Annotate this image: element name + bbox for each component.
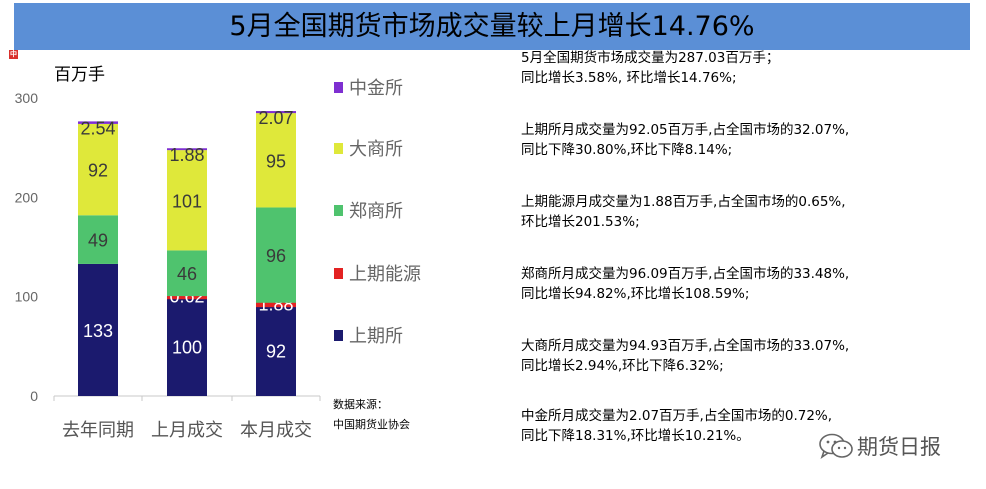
bar-segment [256, 111, 296, 114]
data-label: 2.07 [258, 108, 293, 128]
note-cffex: 中金所月成交量为2.07百万手,占全国市场的0.72%, 同比下降18.31%,… [521, 406, 832, 446]
y-tick-label: 0 [30, 388, 38, 404]
data-label: 96 [266, 246, 286, 266]
note-line: 同比下降18.31%,环比增长10.21%。 [521, 428, 750, 444]
bar-segment [256, 302, 296, 308]
note-line: 同比下降30.80%,环比下降8.14%; [521, 142, 733, 158]
bar-segment [256, 207, 296, 303]
note-ine: 上期能源月成交量为1.88百万手,占全国市场的0.65%, 环比增长201.53… [521, 192, 846, 232]
bar-segment [78, 263, 118, 396]
note-shfe: 上期所月成交量为92.05百万手,占全国市场的32.07%, 同比下降30.80… [521, 120, 849, 160]
note-total: 5月全国期货市场成交量为287.03百万手； 同比增长3.58%, 环比增长14… [521, 48, 779, 88]
wechat-icon [819, 433, 853, 459]
y-tick-label: 300 [15, 90, 39, 106]
note-line: 5月全国期货市场成交量为287.03百万手； [521, 50, 780, 66]
note-line: 郑商所月成交量为96.09百万手,占全国市场的33.48%, [521, 266, 850, 282]
title-banner: 5月全国期货市场成交量较上月增长14.76% [14, 3, 970, 50]
legend-swatch [334, 330, 343, 341]
stacked-bar-chart: 0100200300百万手13349922.54去年同期1000.6246101… [15, 65, 421, 440]
note-line: 环比增长201.53%; [521, 214, 640, 230]
x-tick-label: 上月成交 [151, 420, 223, 440]
watermark-text: 期货日报 [857, 435, 941, 459]
note-dce: 大商所月成交量为94.93百万手,占全国市场的33.07%, 同比增长2.94%… [521, 336, 849, 376]
legend-swatch [334, 268, 343, 279]
bar-segment [256, 304, 296, 396]
data-label: 49 [88, 231, 108, 251]
data-label: 46 [177, 264, 197, 284]
data-label: 92 [88, 161, 108, 181]
y-tick-label: 200 [15, 189, 39, 205]
bar-segment [78, 121, 118, 124]
x-tick-label: 本月成交 [240, 420, 312, 440]
legend-swatch [334, 143, 343, 154]
data-label: 100 [172, 337, 202, 357]
page-title: 5月全国期货市场成交量较上月增长14.76% [229, 11, 755, 42]
bar-segment [167, 150, 207, 251]
note-line: 同比增长94.82%,环比增长108.59%; [521, 286, 750, 302]
bar-segment [167, 296, 207, 396]
data-label: 95 [266, 151, 286, 171]
bar-segment [167, 148, 207, 151]
y-unit-label: 百万手 [54, 65, 105, 84]
brand-logo-icon: 中 [9, 50, 18, 59]
legend-label: 上期所 [349, 326, 403, 346]
watermark: 期货日报 [818, 431, 941, 461]
note-line: 上期能源月成交量为1.88百万手,占全国市场的0.65%, [521, 194, 846, 210]
bar-segment [78, 215, 118, 264]
note-line: 同比增长3.58%, 环比增长14.76%; [521, 70, 737, 86]
bar-segment [78, 123, 118, 216]
data-label: 2.54 [80, 118, 115, 138]
x-tick-label: 去年同期 [62, 420, 134, 440]
bar-segment [167, 294, 207, 300]
data-label: 101 [172, 191, 202, 211]
data-label: 92 [266, 341, 286, 361]
note-line: 大商所月成交量为94.93百万手,占全国市场的33.07%, [521, 338, 850, 354]
legend-label: 中金所 [349, 78, 403, 98]
legend-swatch [334, 205, 343, 216]
data-label: 133 [83, 321, 113, 341]
note-line: 上期所月成交量为92.05百万手,占全国市场的32.07%, [521, 122, 850, 138]
legend-swatch [334, 82, 343, 93]
legend-label: 上期能源 [349, 264, 421, 284]
source-label: 数据来源： [333, 397, 388, 411]
legend-label: 郑商所 [349, 201, 403, 221]
note-line: 同比增长2.94%,环比下降6.32%; [521, 358, 724, 374]
y-tick-label: 100 [15, 289, 39, 305]
legend-label: 大商所 [349, 139, 403, 159]
source-label: 中国期货业协会 [333, 417, 410, 431]
bar-segment [167, 250, 207, 297]
bar-segment [256, 113, 296, 208]
note-line: 中金所月成交量为2.07百万手,占全国市场的0.72%, [521, 408, 833, 424]
data-label: 1.88 [169, 145, 204, 165]
note-czce: 郑商所月成交量为96.09百万手,占全国市场的33.48%, 同比增长94.82… [521, 264, 849, 304]
